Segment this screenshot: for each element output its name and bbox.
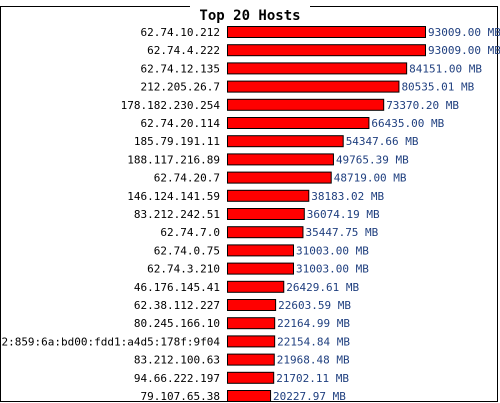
value-label: 84151.00 MB — [409, 62, 482, 75]
value-bar — [227, 226, 304, 239]
chart-title: Top 20 Hosts — [199, 8, 300, 24]
host-label: 188.117.216.89 — [127, 153, 220, 166]
host-label: 62.74.7.0 — [160, 226, 220, 239]
value-label: 31003.00 MB — [296, 263, 369, 276]
value-bar — [227, 371, 275, 384]
value-label: 66435.00 MB — [371, 117, 444, 130]
value-bar — [227, 171, 332, 184]
host-label: 62.74.0.75 — [154, 244, 220, 257]
value-bar — [227, 299, 277, 311]
value-label: 54347.66 MB — [346, 135, 419, 148]
host-label: 185.79.191.11 — [134, 135, 220, 148]
host-label: 62.74.3.210 — [147, 263, 220, 276]
host-label: 79.107.65.38 — [141, 390, 220, 403]
value-bar — [227, 353, 275, 366]
value-label: 35447.75 MB — [305, 226, 378, 239]
value-label: 26429.61 MB — [286, 281, 359, 294]
value-label: 20227.97 MB — [273, 390, 346, 403]
host-label: 46.176.145.41 — [134, 281, 220, 294]
value-bar — [227, 44, 426, 57]
host-label: 62.38.112.227 — [134, 299, 220, 312]
value-bar — [227, 335, 276, 348]
host-label: 2a02:859:6a:bd00:fdd1:a4d5:178f:9f04 — [0, 335, 220, 348]
value-bar — [227, 98, 385, 111]
host-label: 62.74.20.114 — [141, 117, 221, 130]
value-label: 31003.00 MB — [296, 244, 369, 257]
value-label: 73370.20 MB — [386, 99, 459, 112]
host-label: 62.74.4.222 — [147, 44, 220, 57]
chart-rows: 62.74.10.212 93009.00 MB 62.74.4.222 93009.… — [0, 26, 500, 403]
host-label: 178.182.230.254 — [121, 99, 221, 112]
value-bar — [227, 135, 344, 148]
value-bar — [227, 153, 334, 166]
value-bar — [227, 390, 272, 402]
value-label: 48719.00 MB — [334, 172, 407, 185]
chart-title-background — [190, 0, 310, 16]
value-bar — [227, 117, 370, 129]
value-bar — [227, 26, 426, 38]
host-label: 94.66.222.197 — [134, 372, 220, 385]
host-label: 83.212.100.63 — [134, 354, 220, 367]
value-label: 36074.19 MB — [307, 208, 380, 221]
host-label: 146.124.141.59 — [127, 190, 220, 203]
value-bar — [227, 280, 285, 293]
value-label: 22154.84 MB — [277, 335, 350, 348]
host-label: 62.74.20.7 — [154, 172, 220, 185]
value-label: 21968.48 MB — [277, 354, 350, 367]
value-bar — [227, 189, 310, 202]
value-bar — [227, 244, 294, 257]
host-label: 62.74.10.212 — [141, 26, 220, 39]
value-label: 38183.02 MB — [311, 190, 384, 203]
host-label: 212.205.26.7 — [141, 81, 220, 94]
value-bar — [227, 208, 305, 220]
value-label: 22164.99 MB — [277, 317, 350, 330]
value-bar — [227, 80, 400, 93]
value-label: 93009.00 MB — [428, 44, 500, 57]
value-label: 49765.39 MB — [336, 153, 409, 166]
value-label: 22603.59 MB — [278, 299, 351, 312]
value-label: 21702.11 MB — [276, 372, 349, 385]
value-bar — [227, 262, 294, 275]
value-label: 80535.01 MB — [401, 81, 474, 94]
value-bar — [227, 317, 276, 330]
host-label: 80.245.166.10 — [134, 317, 220, 330]
value-label: 93009.00 MB — [428, 26, 500, 39]
host-label: 62.74.12.135 — [141, 62, 220, 75]
value-bar — [227, 62, 408, 75]
host-label: 83.212.242.51 — [134, 208, 220, 221]
